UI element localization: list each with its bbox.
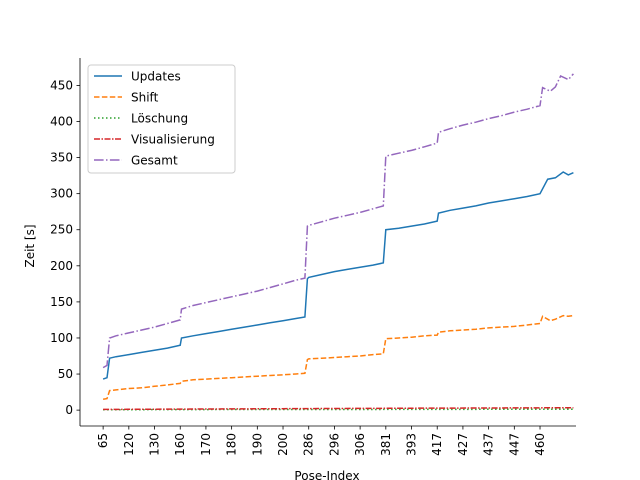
x-axis-label: Pose-Index: [294, 469, 359, 480]
legend-frame: [87, 64, 236, 174]
x-tick-label: 160: [173, 433, 187, 456]
x-tick-label: 65: [96, 433, 110, 448]
legend-label: Shift: [131, 91, 159, 105]
legend-label: Updates: [131, 70, 181, 84]
x-tick-label: 296: [327, 433, 341, 456]
series-line-1: [102, 314, 574, 401]
y-tick-label: 150: [50, 295, 73, 309]
x-tick-label: 427: [456, 433, 470, 456]
x-tick-label: 286: [302, 433, 316, 456]
x-tick-label: 437: [482, 433, 496, 456]
legend-label: Gesamt: [131, 154, 178, 168]
series-line-4: [102, 73, 574, 369]
series-line-0: [102, 171, 574, 380]
x-tick-label: 417: [430, 433, 444, 456]
y-tick-label: 50: [58, 367, 73, 381]
x-tick-label: 120: [122, 433, 136, 456]
legend-label: Löschung: [131, 112, 188, 126]
y-tick-label: 350: [50, 151, 73, 165]
y-tick-label: 200: [50, 259, 73, 273]
x-tick-label: 447: [507, 433, 521, 456]
series-layer: [102, 73, 574, 411]
axes-layer: 0 50 100 150 200 250 300 350 400 450 65 120 130 160 17…: [50, 58, 576, 456]
legend-label: Visualisierung: [131, 133, 215, 147]
x-tick-label: 180: [225, 433, 239, 456]
x-tick-label: 190: [250, 433, 264, 456]
y-axis-label: Zeit [s]: [23, 224, 37, 267]
x-tick-label: 306: [353, 433, 367, 456]
y-tick-label: 450: [50, 78, 73, 92]
x-tick-label: 130: [148, 433, 162, 456]
series-line-3: [103, 406, 574, 411]
x-tick-label: 393: [405, 433, 419, 456]
x-tick-label: 381: [379, 433, 393, 456]
y-tick-label: 250: [50, 223, 73, 237]
y-tick-label: 400: [50, 114, 73, 128]
x-tick-label: 460: [533, 433, 547, 456]
y-tick-label: 0: [65, 403, 73, 417]
y-tick-label: 300: [50, 187, 73, 201]
x-tick-label: 170: [199, 433, 213, 456]
legend: Updates Shift Löschung Visualisierung Gesamt: [87, 64, 236, 174]
y-tick-label: 100: [50, 331, 73, 345]
x-tick-label: 200: [276, 433, 290, 456]
